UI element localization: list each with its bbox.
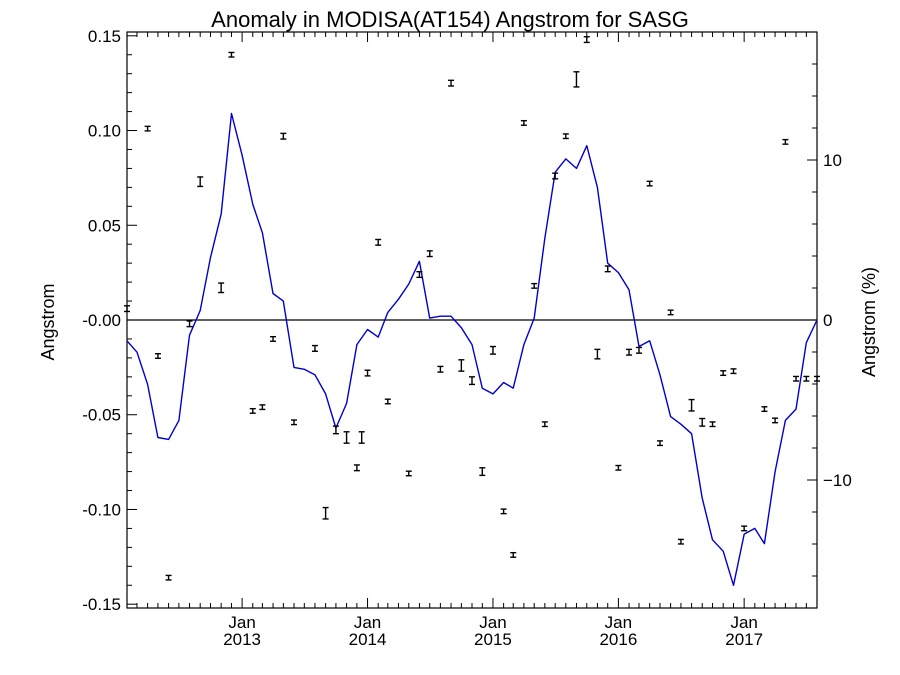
x-tick-label-year: 2017	[725, 630, 763, 649]
x-tick-label-month: Jan	[605, 613, 632, 632]
x-tick-label-month: Jan	[730, 613, 757, 632]
data-point	[416, 270, 423, 279]
data-point	[583, 36, 590, 44]
data-point	[626, 348, 633, 356]
data-point	[165, 574, 172, 581]
data-point	[353, 464, 360, 472]
data-point	[448, 79, 455, 87]
data-point	[677, 538, 684, 545]
data-point	[772, 417, 779, 424]
data-point	[218, 282, 225, 294]
y2-tick-label: 10	[823, 151, 842, 170]
data-point	[384, 398, 391, 405]
data-point	[552, 172, 559, 180]
data-point	[228, 51, 235, 58]
data-point	[520, 119, 527, 126]
y-axis-title: Angstrom	[38, 283, 58, 360]
data-point	[322, 506, 329, 520]
data-point	[154, 353, 161, 359]
y-tick-label: 0.15	[88, 27, 121, 46]
data-point	[291, 419, 298, 426]
data-point	[144, 125, 151, 132]
data-point	[688, 398, 695, 412]
y-tick-label: -0.00	[82, 311, 121, 330]
data-point	[270, 335, 277, 342]
data-point	[615, 464, 622, 471]
data-point	[573, 71, 580, 88]
y2-axis-title: Angstrom (%)	[859, 267, 879, 377]
data-point	[814, 375, 820, 382]
x-tick-label-month: Jan	[479, 613, 506, 632]
y2-tick-label: 0	[823, 311, 832, 330]
x-tick-label-month: Jan	[354, 613, 381, 632]
data-point	[249, 407, 256, 414]
y-tick-label: -0.05	[82, 406, 121, 425]
data-point	[594, 348, 601, 360]
data-point	[280, 132, 287, 140]
y-tick-label: -0.15	[82, 595, 121, 614]
data-point	[793, 375, 800, 382]
data-point	[636, 346, 643, 354]
data-point	[646, 180, 653, 187]
data-point	[426, 250, 433, 258]
x-tick-label-year: 2013	[223, 630, 261, 649]
data-point	[510, 551, 517, 558]
data-point	[741, 525, 748, 532]
x-tick-label-year: 2016	[599, 630, 637, 649]
data-point	[730, 368, 737, 375]
x-tick-label-month: Jan	[228, 613, 255, 632]
series-line	[126, 112, 818, 586]
data-point	[761, 406, 768, 413]
data-point	[803, 375, 810, 382]
data-point	[343, 431, 350, 444]
data-point	[667, 309, 674, 316]
data-point	[709, 421, 716, 428]
data-point	[332, 425, 339, 435]
data-point	[469, 376, 475, 386]
data-point	[699, 417, 706, 427]
y-tick-label: -0.10	[82, 500, 121, 519]
data-point	[437, 365, 444, 373]
data-point	[358, 431, 365, 444]
data-point	[311, 344, 318, 352]
data-point	[604, 265, 611, 273]
data-point	[479, 467, 486, 477]
y2-tick-label: −10	[823, 471, 852, 490]
data-point	[364, 369, 371, 377]
y-tick-label: 0.10	[88, 122, 121, 141]
data-point	[562, 133, 569, 140]
data-point	[186, 320, 193, 328]
data-point	[259, 404, 266, 411]
data-point	[124, 305, 130, 313]
data-point	[531, 282, 538, 289]
y-tick-label: 0.05	[88, 216, 121, 235]
plot-layer: 0.15 0.10 0.05 -0.00 -0.05 -0.10 -0.15 10 0 −10 Ja…	[82, 27, 852, 649]
data-point	[720, 370, 727, 377]
chart-title: Anomaly in MODISA(AT154) Angstrom for SA…	[211, 7, 689, 32]
x-tick-label-year: 2015	[474, 630, 512, 649]
data-point	[489, 345, 496, 355]
data-point	[782, 138, 789, 145]
data-point	[500, 508, 507, 515]
data-point	[197, 176, 204, 188]
data-point	[405, 470, 412, 477]
data-point	[375, 238, 382, 246]
x-tick-label-year: 2014	[349, 630, 387, 649]
data-point	[656, 440, 663, 447]
data-point	[458, 359, 465, 372]
data-point	[541, 421, 548, 428]
